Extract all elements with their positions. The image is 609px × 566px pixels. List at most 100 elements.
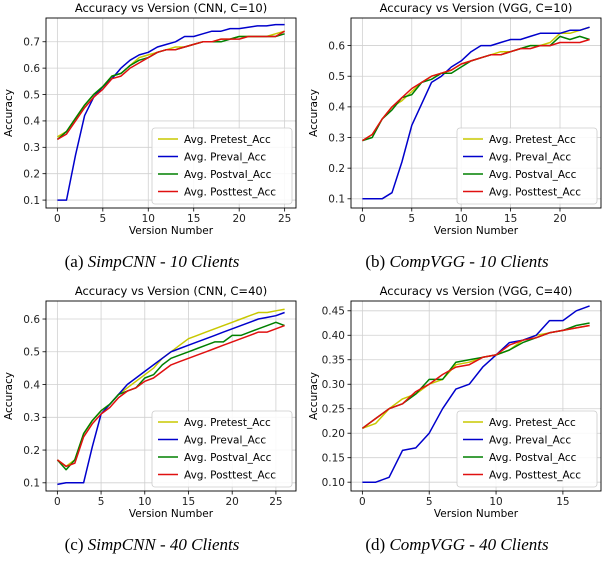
- chart-b: Accuracy vs Version (VGG, C=10) 0 5 10 15 20 0…: [308, 1, 602, 237]
- x-tick-label: 5: [426, 496, 433, 508]
- x-tick-label: 15: [187, 213, 200, 225]
- x-axis-label: Version Number: [434, 508, 519, 520]
- x-tick-label: 10: [138, 496, 151, 508]
- y-tick-label: 0.3: [23, 412, 40, 424]
- x-tick-label: 25: [269, 496, 282, 508]
- legend-label-pretest: Avg. Pretest_Acc: [489, 134, 576, 146]
- y-tick-label: 0.5: [23, 347, 40, 359]
- y-axis-label: Accuracy: [308, 89, 320, 137]
- x-tick-label: 5: [408, 213, 415, 225]
- legend-label-preval: Avg. Preval_Acc: [489, 151, 571, 163]
- legend-label-postval: Avg. Postval_Acc: [184, 452, 272, 464]
- chart-title: Accuracy vs Version (VGG, C=40): [380, 284, 573, 298]
- y-tick-label: 0.15: [322, 453, 345, 465]
- caption-a: (a) SimpCNN - 10 Clients: [0, 252, 304, 272]
- legend-label-posttest: Avg. Posttest_Acc: [489, 186, 581, 198]
- y-axis-label: Accuracy: [308, 372, 320, 420]
- legend-label-postval: Avg. Postval_Acc: [184, 169, 272, 181]
- caption-b-title: CompVGG - 10 Clients: [389, 252, 549, 271]
- y-axis-label: Accuracy: [3, 89, 15, 137]
- plot-frame: [350, 300, 602, 492]
- x-tick-label: 10: [454, 213, 467, 225]
- chart-panel-c: Accuracy vs Version (CNN, C=40) 0 5 10 15 20 2…: [0, 283, 304, 566]
- plot-frame: [45, 300, 297, 492]
- chart-panel-d: Accuracy vs Version (VGG, C=40) 0 5 10 15 0.1…: [305, 283, 609, 566]
- x-tick-label: 20: [553, 213, 566, 225]
- x-tick-label: 5: [99, 213, 106, 225]
- caption-a-label: (a): [64, 252, 84, 271]
- legend-label-posttest: Avg. Posttest_Acc: [184, 469, 276, 481]
- x-axis-label: Version Number: [129, 225, 214, 237]
- y-tick-label: 0.6: [328, 40, 345, 52]
- y-tick-label: 0.5: [328, 71, 345, 83]
- legend-label-preval: Avg. Preval_Acc: [184, 434, 266, 446]
- y-tick-label: 0.10: [322, 477, 345, 489]
- legend-label-posttest: Avg. Posttest_Acc: [489, 469, 581, 481]
- x-tick-label: 10: [142, 213, 155, 225]
- series-line-postval: [56, 321, 285, 471]
- x-axis-label: Version Number: [434, 225, 519, 237]
- chart-d: Accuracy vs Version (VGG, C=40) 0 5 10 15 0.1…: [308, 284, 602, 520]
- x-tick-label: 15: [504, 213, 517, 225]
- y-axis-label: Accuracy: [3, 372, 15, 420]
- series-line-preval: [362, 305, 590, 483]
- legend-label-posttest: Avg. Posttest_Acc: [184, 186, 276, 198]
- series-line-preval: [57, 311, 285, 486]
- plot-frame: [45, 17, 297, 209]
- x-tick-label: 5: [98, 496, 105, 508]
- y-tick-label: 0.2: [23, 168, 40, 180]
- series-line-posttest: [361, 324, 590, 429]
- chart-panel-b: Accuracy vs Version (VGG, C=10) 0 5 10 15 20 0…: [305, 0, 609, 283]
- chart-title: Accuracy vs Version (CNN, C=40): [75, 284, 267, 298]
- caption-b: (b) CompVGG - 10 Clients: [305, 252, 609, 272]
- chart-panel-a: Accuracy vs Version (CNN, C=10) 0 5 10 15 20 2…: [0, 0, 304, 283]
- y-tick-label: 0.30: [322, 379, 345, 391]
- y-tick-label: 0.45: [322, 306, 345, 318]
- x-axis-label: Version Number: [129, 508, 214, 520]
- y-tick-label: 0.40: [322, 330, 345, 342]
- x-tick-label: 15: [182, 496, 195, 508]
- y-tick-label: 0.4: [328, 102, 345, 114]
- caption-d-label: (d): [365, 535, 386, 554]
- series-line-posttest: [56, 324, 285, 468]
- legend-label-preval: Avg. Preval_Acc: [184, 151, 266, 163]
- legend: [151, 127, 293, 205]
- legend-label-postval: Avg. Postval_Acc: [489, 452, 577, 464]
- caption-c: (c) SimpCNN - 40 Clients: [0, 535, 304, 555]
- x-tick-label: 0: [54, 496, 61, 508]
- y-tick-label: 0.4: [23, 116, 40, 128]
- series-line-posttest: [362, 38, 590, 142]
- y-tick-label: 0.2: [328, 163, 345, 175]
- x-tick-label: 25: [278, 213, 291, 225]
- x-tick-label: 0: [359, 496, 366, 508]
- legend: [456, 410, 598, 488]
- caption-c-label: (c): [64, 535, 84, 554]
- plot-frame: [350, 17, 602, 209]
- series-line-postval: [362, 35, 590, 142]
- y-tick-label: 0.4: [23, 379, 40, 391]
- legend-label-pretest: Avg. Pretest_Acc: [489, 417, 576, 429]
- y-tick-label: 0.2: [23, 445, 40, 457]
- y-tick-label: 0.1: [23, 195, 40, 207]
- caption-a-title: SimpCNN - 10 Clients: [87, 252, 240, 271]
- y-tick-label: 0.5: [23, 89, 40, 101]
- y-tick-label: 0.20: [322, 428, 345, 440]
- chart-title: Accuracy vs Version (VGG, C=10): [380, 1, 573, 15]
- chart-title: Accuracy vs Version (CNN, C=10): [75, 1, 267, 15]
- caption-b-label: (b): [365, 252, 386, 271]
- caption-c-title: SimpCNN - 40 Clients: [87, 535, 240, 554]
- legend-label-postval: Avg. Postval_Acc: [489, 169, 577, 181]
- legend: [151, 410, 293, 488]
- caption-d: (d) CompVGG - 40 Clients: [305, 535, 609, 555]
- y-tick-label: 0.25: [322, 404, 345, 416]
- chart-a: Accuracy vs Version (CNN, C=10) 0 5 10 15 20 2…: [3, 1, 297, 237]
- y-tick-label: 0.6: [23, 314, 40, 326]
- x-tick-label: 0: [359, 213, 366, 225]
- series-line-preval: [362, 26, 590, 200]
- y-tick-label: 0.1: [23, 478, 40, 490]
- x-tick-label: 15: [556, 496, 569, 508]
- y-tick-label: 0.35: [322, 355, 345, 367]
- y-tick-label: 0.1: [328, 194, 345, 206]
- y-tick-label: 0.3: [23, 142, 40, 154]
- x-tick-label: 10: [489, 496, 502, 508]
